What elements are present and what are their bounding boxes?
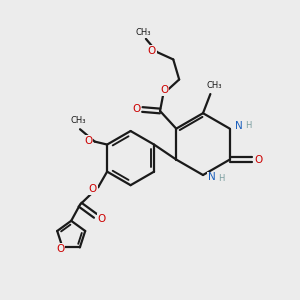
Text: N: N <box>208 172 216 182</box>
Text: O: O <box>98 214 106 224</box>
Text: H: H <box>245 121 251 130</box>
Text: O: O <box>254 154 262 165</box>
Text: O: O <box>84 136 92 146</box>
Text: CH₃: CH₃ <box>206 81 222 90</box>
Text: O: O <box>89 184 97 194</box>
Text: O: O <box>132 104 141 114</box>
Text: O: O <box>160 85 169 95</box>
Text: O: O <box>56 244 64 254</box>
Text: H: H <box>218 174 224 183</box>
Text: CH₃: CH₃ <box>71 116 86 125</box>
Text: N: N <box>235 121 242 131</box>
Text: CH₃: CH₃ <box>136 28 151 37</box>
Text: O: O <box>148 46 156 56</box>
